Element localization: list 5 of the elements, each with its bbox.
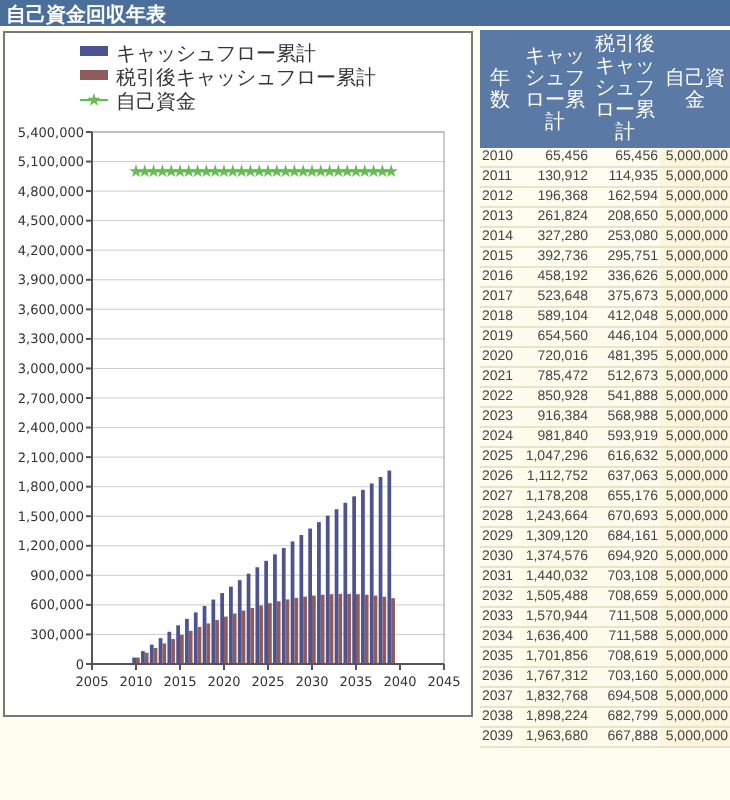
y-axis-title: 年数 (480, 30, 520, 148)
chart-title: 自己資金回収年表 (6, 3, 168, 27)
x-tick-label: 自己資金 (660, 30, 730, 148)
x-tick-label: キャッシュフロー累計 (520, 30, 590, 148)
x-tick-label: 税引後キャッシュフロー累計 (590, 30, 660, 148)
